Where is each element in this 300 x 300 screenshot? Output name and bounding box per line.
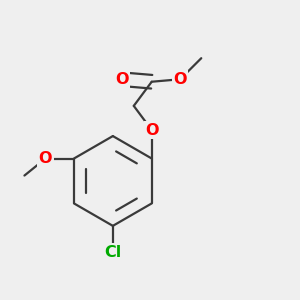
Text: O: O (116, 72, 129, 87)
Text: Cl: Cl (104, 245, 122, 260)
Text: O: O (39, 151, 52, 166)
Text: O: O (145, 122, 158, 137)
Text: O: O (173, 72, 187, 87)
